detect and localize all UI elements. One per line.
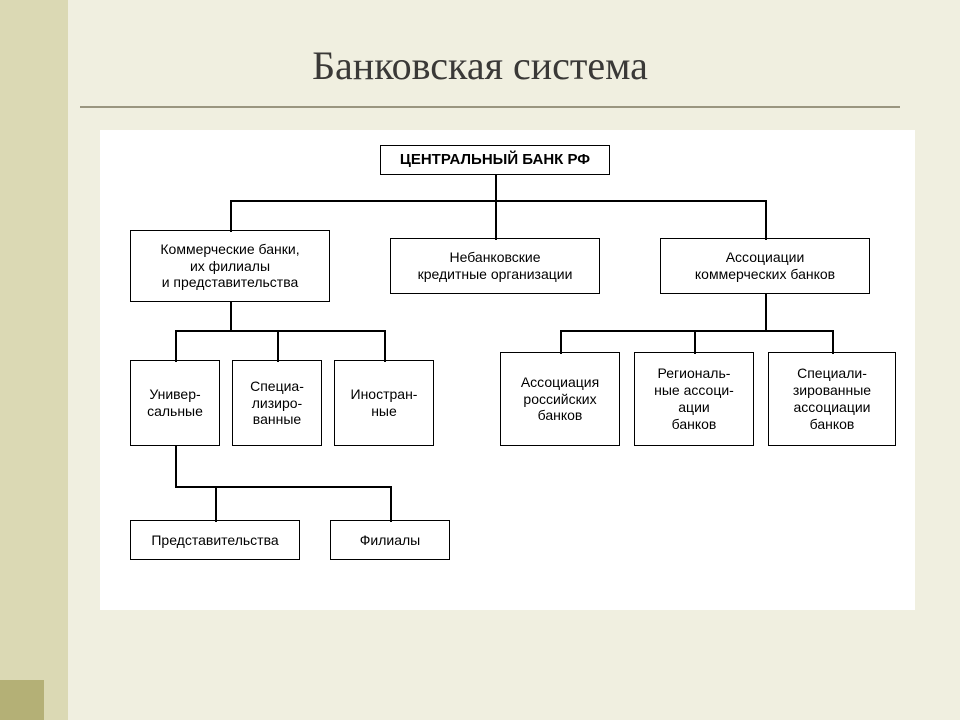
connector <box>694 330 696 354</box>
connector <box>215 486 217 522</box>
connector <box>390 486 392 522</box>
connector <box>765 294 767 332</box>
connector <box>384 330 386 362</box>
node-root: ЦЕНТРАЛЬНЫЙ БАНК РФ <box>380 145 610 175</box>
connector <box>230 200 767 202</box>
node-l2c1: Ассоциация российских банков <box>500 352 620 446</box>
connector <box>495 175 497 202</box>
title-underline <box>80 106 900 108</box>
node-l1b: Небанковские кредитные организации <box>390 238 600 294</box>
connector <box>495 200 497 240</box>
connector <box>765 200 767 240</box>
node-l2a2: Специа- лизиро- ванные <box>232 360 322 446</box>
connector <box>175 486 392 488</box>
connector <box>230 302 232 332</box>
node-l1a: Коммерческие банки, их филиалы и предста… <box>130 230 330 302</box>
node-l1c: Ассоциации коммерческих банков <box>660 238 870 294</box>
connector <box>230 200 232 232</box>
node-l2c2: Региональ- ные ассоци- ации банков <box>634 352 754 446</box>
slide-canvas: Банковская система ЦЕНТРАЛЬНЫЙ БАНК РФ Ко… <box>0 0 960 720</box>
node-l2a3: Иностран- ные <box>334 360 434 446</box>
connector <box>560 330 834 332</box>
connector <box>175 446 177 488</box>
node-l2a1: Универ- сальные <box>130 360 220 446</box>
connector <box>832 330 834 354</box>
connector <box>175 330 386 332</box>
connector <box>560 330 562 354</box>
slide-corner-accent <box>0 680 44 720</box>
connector <box>175 330 177 362</box>
node-l3a: Представительства <box>130 520 300 560</box>
node-l2c3: Специали- зированные ассоциации банков <box>768 352 896 446</box>
connector <box>277 330 279 362</box>
slide-sidebar-accent <box>0 0 68 720</box>
slide-title: Банковская система <box>190 42 770 89</box>
node-l3b: Филиалы <box>330 520 450 560</box>
org-chart: ЦЕНТРАЛЬНЫЙ БАНК РФ Коммерческие банки, и… <box>100 130 915 610</box>
